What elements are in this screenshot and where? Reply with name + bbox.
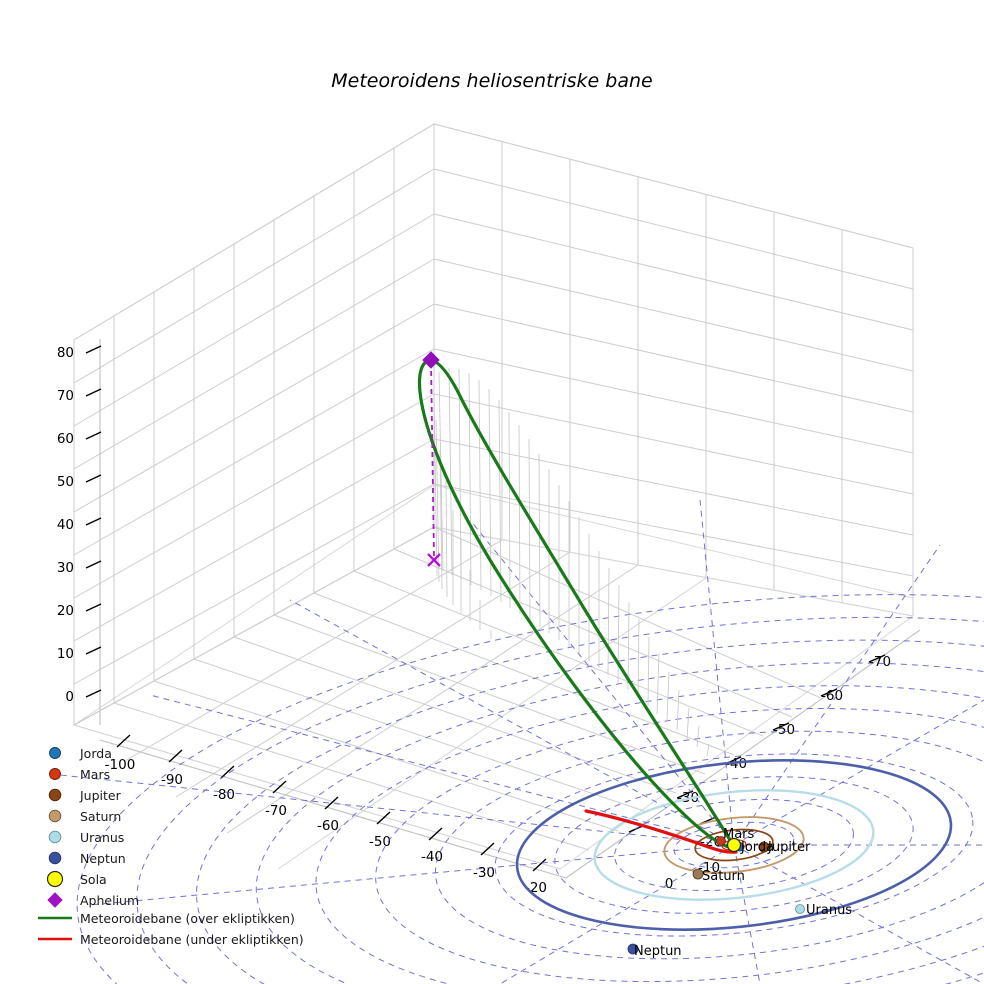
jupiter-marker	[758, 841, 770, 853]
label-mars: Mars	[723, 827, 755, 842]
x-tick--90: -90	[161, 772, 183, 788]
legend-item-jupiter[interactable]: Jupiter	[48, 788, 122, 803]
mars-legend-icon	[49, 768, 61, 780]
saturn-marker	[692, 868, 704, 880]
box-wall-grid	[72, 123, 915, 870]
legend-label-aphelium: Aphelium	[80, 893, 139, 908]
legend-item-jorda[interactable]: Jorda	[49, 746, 112, 761]
z-tick-60: 60	[57, 431, 74, 447]
legend-label-saturn: Saturn	[80, 809, 121, 824]
label-uranus: Uranus	[806, 903, 852, 918]
x-axis-tick-labels: -100 -90 -80 -70 -60 -50 -40 -30 -20 0	[105, 757, 674, 896]
floor-plane-grid	[72, 526, 915, 870]
uranus-legend-icon	[48, 830, 62, 844]
meteoroid-orbit-above-ecliptic	[417, 358, 736, 850]
aphelion-drop-line	[430, 361, 435, 560]
x-tick--50: -50	[369, 834, 391, 850]
y-tick--50: -50	[773, 722, 795, 738]
x-tick--80: -80	[213, 787, 235, 803]
y-tick--60: -60	[821, 688, 843, 704]
legend-item-uranus[interactable]: Uranus	[48, 830, 124, 845]
legend-label-jupiter: Jupiter	[79, 788, 122, 803]
aphelium-legend-icon	[47, 892, 63, 908]
sun-marker	[726, 837, 742, 853]
x-tick-0: 0	[665, 876, 674, 892]
orbit-saturn	[663, 816, 805, 874]
z-axis-tick-labels: 0 10 20 30 40 50 60 70 80	[57, 345, 74, 705]
aphelion-group	[422, 351, 441, 567]
z-tick-40: 40	[57, 517, 74, 533]
z-tick-20: 20	[57, 603, 74, 619]
z-tick-0: 0	[65, 689, 74, 705]
planet-orbits	[515, 759, 953, 931]
legend-item-orbit-below[interactable]: Meteoroidebane (under ekliptikken)	[38, 932, 304, 947]
z-tick-80: 80	[57, 345, 74, 361]
jorda-legend-icon	[49, 747, 61, 759]
orbit-uranus	[593, 789, 875, 901]
meteoroid-orbit-below-ecliptic	[584, 809, 738, 854]
x-tick--60: -60	[317, 818, 339, 834]
legend-item-neptun[interactable]: Neptun	[48, 851, 126, 866]
axis-lines	[99, 339, 921, 879]
legend-item-saturn[interactable]: Saturn	[48, 809, 121, 824]
orbit-jupiter	[694, 828, 774, 862]
planet-labels: Mars Jorda Jupiter Saturn Uranus Neptun	[634, 827, 852, 959]
saturn-legend-icon	[48, 809, 62, 823]
x-tick--70: -70	[265, 803, 287, 819]
aphelion-projection-x	[427, 553, 441, 567]
label-saturn: Saturn	[702, 869, 745, 884]
legend-label-sola: Sola	[80, 872, 107, 887]
wall-right	[433, 123, 914, 617]
y-tick--70: -70	[869, 654, 891, 670]
label-jorda: Jorda	[740, 840, 774, 855]
legend-label-orbit-below: Meteoroidebane (under ekliptikken)	[80, 932, 304, 947]
x-axis-ticks	[116, 734, 547, 872]
aphelium-marker	[422, 351, 440, 369]
y-tick--40: -40	[725, 756, 747, 772]
legend-label-uranus: Uranus	[80, 830, 124, 845]
z-tick-50: 50	[57, 474, 74, 490]
z-tick-70: 70	[57, 388, 74, 404]
x-tick--100: -100	[105, 757, 136, 773]
legend-label-mars: Mars	[80, 767, 110, 782]
legend-item-sola[interactable]: Sola	[46, 870, 107, 888]
polar-grid	[59, 499, 984, 984]
uranus-marker	[795, 904, 805, 914]
z-tick-30: 30	[57, 560, 74, 576]
label-jupiter: Jupiter	[767, 840, 811, 855]
label-neptun: Neptun	[634, 944, 682, 959]
orbit-neptun	[515, 759, 953, 931]
sola-legend-icon	[46, 870, 64, 888]
legend-label-neptun: Neptun	[80, 851, 126, 866]
planet-marker-group	[627, 836, 805, 955]
neptun-marker	[627, 943, 639, 955]
legend-item-aphelium[interactable]: Aphelium	[47, 892, 139, 908]
mars-marker	[716, 836, 726, 846]
legend-item-orbit-above[interactable]: Meteoroidebane (over ekliptikken)	[38, 911, 295, 926]
page-title: Meteoroidens heliosentriske bane	[331, 70, 653, 92]
orbit-drop-lines	[433, 367, 710, 757]
jupiter-legend-icon	[48, 788, 62, 802]
wall-left	[73, 123, 435, 726]
legend: Jorda Mars Jupiter Saturn Uranus Neptun	[38, 746, 304, 947]
neptun-legend-icon	[48, 851, 62, 865]
legend-item-mars[interactable]: Mars	[49, 767, 111, 782]
legend-label-jorda: Jorda	[79, 746, 112, 761]
legend-label-orbit-above: Meteoroidebane (over ekliptikken)	[80, 911, 295, 926]
x-tick--40: -40	[421, 849, 443, 865]
z-tick-10: 10	[57, 646, 74, 662]
z-axis-ticks	[85, 345, 102, 698]
